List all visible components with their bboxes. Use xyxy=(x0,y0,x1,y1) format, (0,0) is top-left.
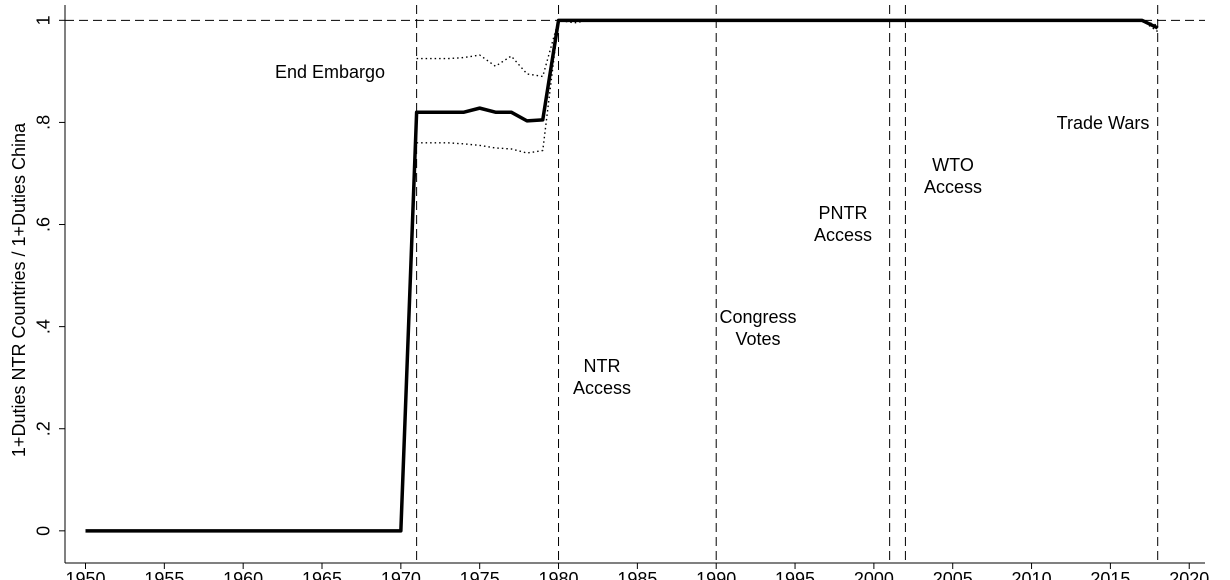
x-tick-label: 1965 xyxy=(302,569,342,580)
x-tick-label: 1990 xyxy=(696,569,736,580)
x-tick-label: 1995 xyxy=(775,569,815,580)
annotation: PNTR xyxy=(819,203,868,223)
annotation: Access xyxy=(814,225,872,245)
annotation: Access xyxy=(573,378,631,398)
annotation: WTO xyxy=(932,155,974,175)
x-tick-label: 2005 xyxy=(933,569,973,580)
x-tick-label: 1970 xyxy=(381,569,421,580)
x-tick-label: 2020 xyxy=(1169,569,1209,580)
x-tick-label: 1975 xyxy=(460,569,500,580)
x-tick-label: 2010 xyxy=(1012,569,1052,580)
x-tick-label: 1980 xyxy=(539,569,579,580)
annotation: Votes xyxy=(735,329,780,349)
annotation: Access xyxy=(924,177,982,197)
annotation: Trade Wars xyxy=(1057,113,1150,133)
y-tick-label: .6 xyxy=(34,217,54,232)
y-axis-label: 1+Duties NTR Countries / 1+Duties China xyxy=(9,122,29,457)
y-tick-label: 1 xyxy=(34,15,54,25)
annotation: NTR xyxy=(584,356,621,376)
y-tick-label: 0 xyxy=(34,526,54,536)
x-tick-label: 1985 xyxy=(617,569,657,580)
annotation: Congress xyxy=(719,307,796,327)
y-tick-label: .4 xyxy=(34,319,54,334)
x-tick-label: 2015 xyxy=(1090,569,1130,580)
estimate-line xyxy=(85,18,1159,533)
x-tick-label: 2000 xyxy=(854,569,894,580)
y-tick-label: .2 xyxy=(34,421,54,436)
x-tick-label: 1950 xyxy=(65,569,105,580)
ci-line xyxy=(416,19,1159,154)
y-tick-label: .8 xyxy=(34,115,54,130)
x-tick-label: 1955 xyxy=(144,569,184,580)
x-tick-label: 1960 xyxy=(223,569,263,580)
annotation: End Embargo xyxy=(275,62,385,82)
ci-line xyxy=(416,19,1158,78)
